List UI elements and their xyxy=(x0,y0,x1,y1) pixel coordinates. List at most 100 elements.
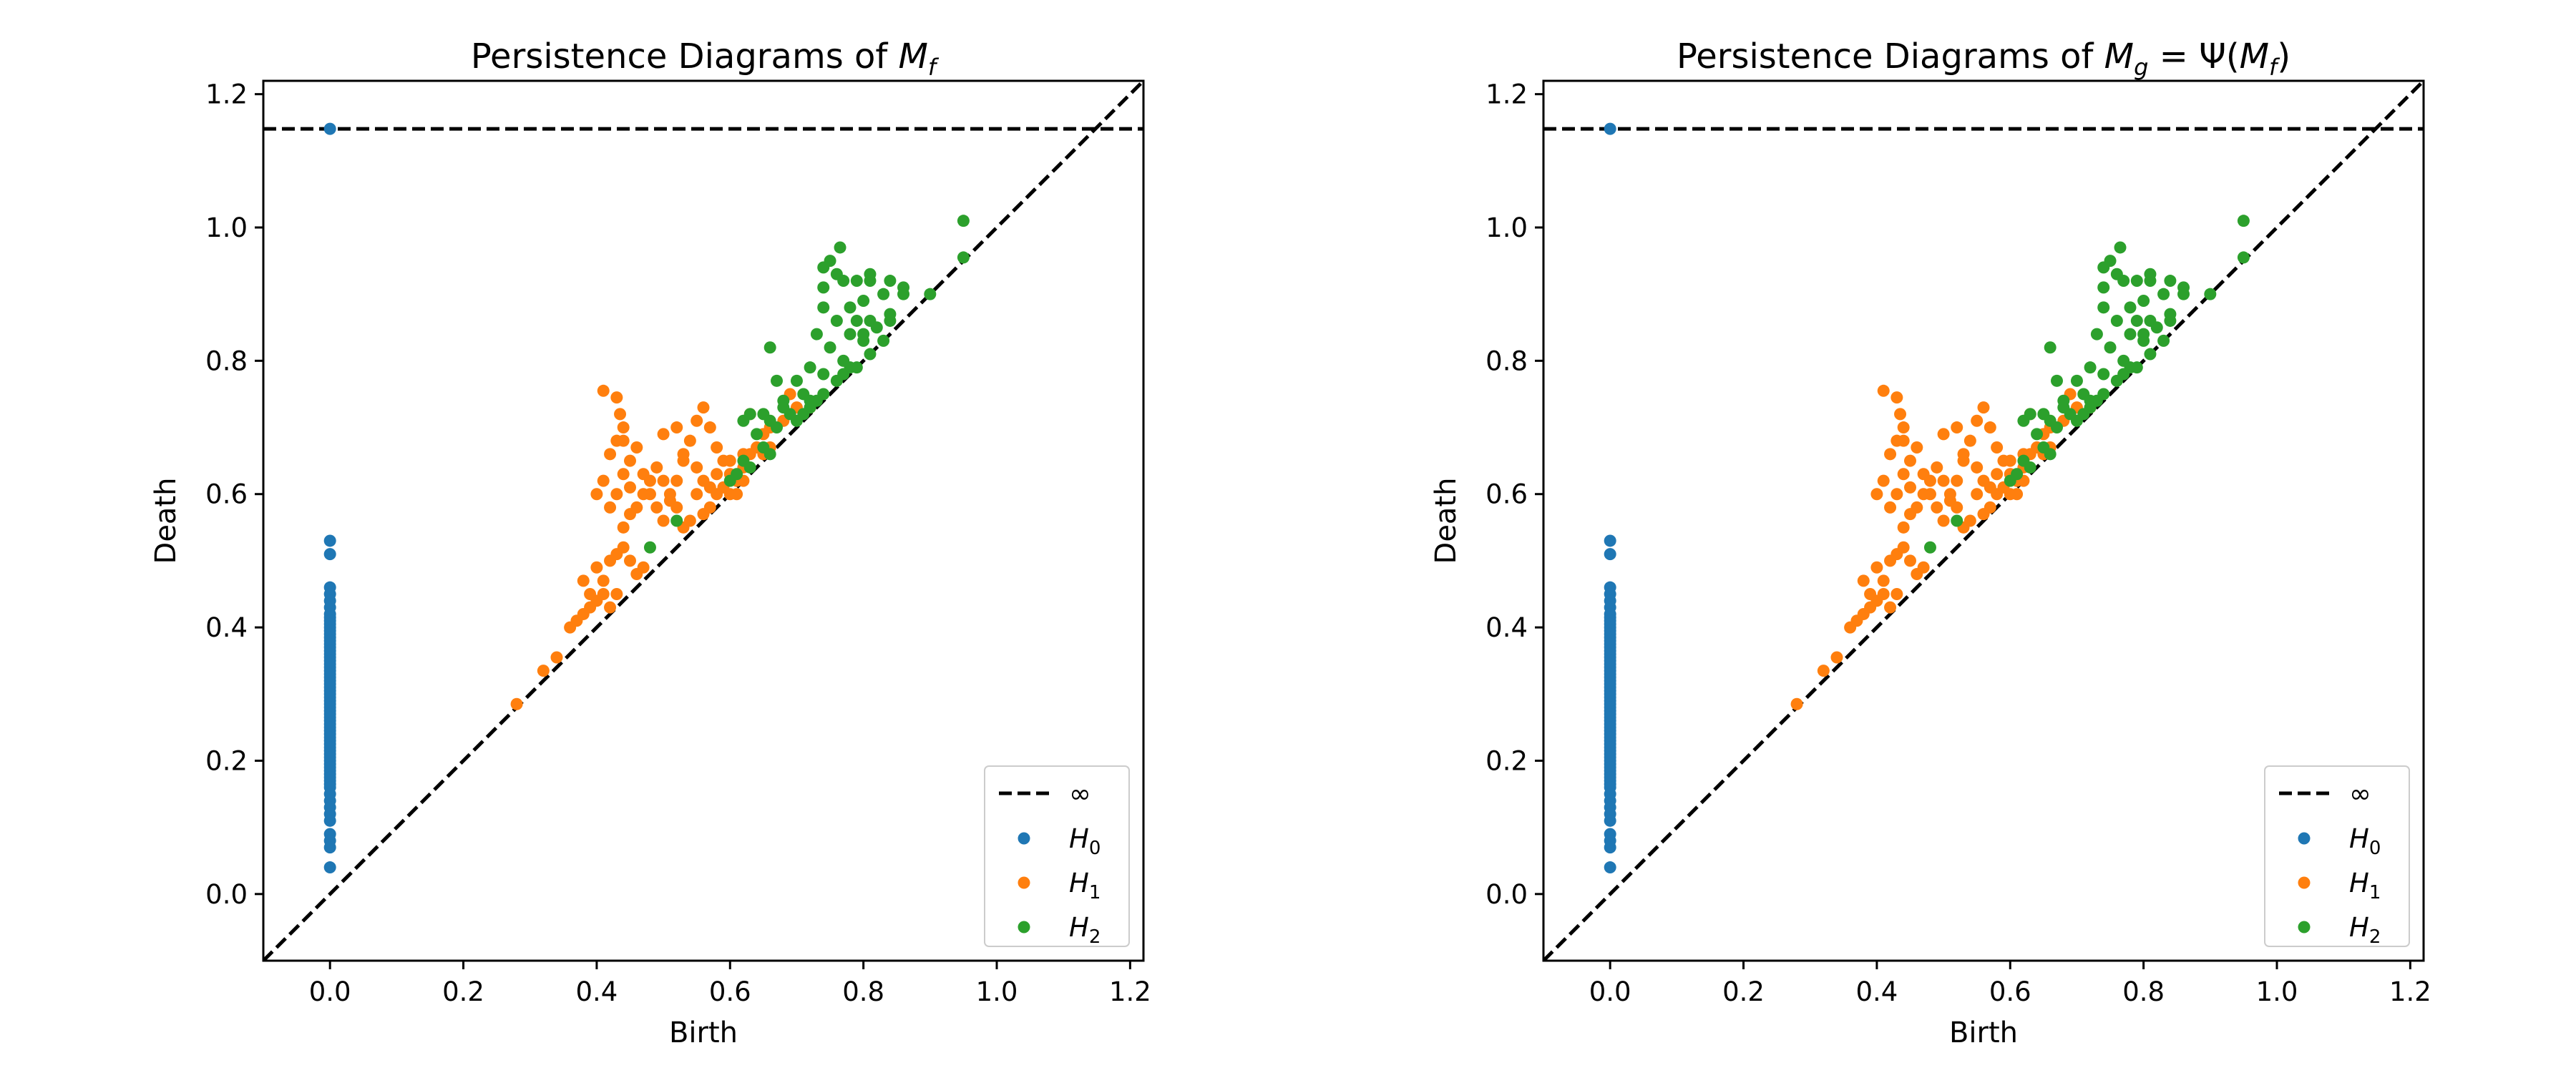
data-point xyxy=(2130,314,2143,327)
x-tick-label: 1.0 xyxy=(976,976,1018,1007)
data-point xyxy=(751,428,763,441)
data-point xyxy=(2090,328,2103,340)
data-point xyxy=(771,421,783,434)
data-point xyxy=(2104,255,2117,268)
y-tick-label: 1.0 xyxy=(205,212,248,243)
data-point xyxy=(1830,651,1843,664)
legend-frame xyxy=(984,765,1130,947)
data-point xyxy=(597,574,610,587)
data-point xyxy=(1923,541,1936,554)
data-point xyxy=(790,374,803,387)
legend-entry: H1 xyxy=(2349,868,2381,903)
data-point xyxy=(777,401,790,414)
y-axis-label: Death xyxy=(1430,478,1463,564)
y-tick-label: 0.4 xyxy=(1485,612,1528,643)
data-point xyxy=(2177,288,2190,300)
data-point xyxy=(2164,275,2177,288)
data-point xyxy=(2124,328,2137,340)
data-point xyxy=(677,448,690,461)
data-point xyxy=(2051,374,2063,387)
legend-entry: H0 xyxy=(1069,823,1101,859)
data-point xyxy=(624,481,636,494)
data-point xyxy=(2011,468,2024,481)
data-point xyxy=(804,361,816,374)
data-point xyxy=(1911,441,1923,454)
data-point xyxy=(323,122,336,135)
data-point xyxy=(824,341,836,354)
data-point xyxy=(1923,474,1936,487)
data-point xyxy=(624,554,636,567)
data-point xyxy=(1897,434,1910,447)
data-point xyxy=(2031,428,2044,441)
data-point xyxy=(590,561,603,574)
series-h2 xyxy=(1923,215,2250,554)
data-point xyxy=(1604,841,1616,854)
data-point xyxy=(763,341,776,354)
data-point xyxy=(577,574,590,587)
data-point xyxy=(870,321,883,334)
data-point xyxy=(2157,334,2170,347)
data-point xyxy=(1877,474,1890,487)
data-point xyxy=(1991,441,2004,454)
data-point xyxy=(1951,421,1963,434)
series-h2 xyxy=(643,215,970,554)
data-point xyxy=(2130,275,2143,288)
data-point xyxy=(844,328,857,340)
data-point xyxy=(2144,275,2157,288)
data-point xyxy=(1890,391,1903,404)
data-point xyxy=(884,275,897,288)
data-point xyxy=(1971,414,1984,427)
data-point xyxy=(2110,314,2123,327)
data-point xyxy=(1904,481,1916,494)
data-point xyxy=(850,314,863,327)
data-point xyxy=(637,488,650,501)
data-point xyxy=(1977,401,1990,414)
data-point xyxy=(691,488,703,501)
data-point xyxy=(1931,501,1943,514)
data-point xyxy=(884,308,897,320)
data-point xyxy=(2011,488,2024,501)
series-h1 xyxy=(510,384,816,710)
data-point xyxy=(2144,348,2157,361)
data-point xyxy=(837,275,850,288)
panel-title: Persistence Diagrams of Mg = Ψ(Mf) xyxy=(1677,36,2290,81)
data-point xyxy=(857,328,870,340)
data-point xyxy=(817,301,830,314)
data-point xyxy=(877,334,890,347)
data-point xyxy=(657,474,670,487)
data-point xyxy=(2104,341,2117,354)
data-point xyxy=(683,514,696,527)
y-tick-label: 0.6 xyxy=(205,479,248,510)
data-point xyxy=(510,697,523,710)
data-point xyxy=(1943,488,1956,501)
legend: ∞ H0 H1 H2 xyxy=(984,765,1130,948)
data-point xyxy=(604,601,617,614)
x-tick-label: 0.4 xyxy=(1855,976,1898,1007)
data-point xyxy=(1857,574,1870,587)
data-point xyxy=(1963,514,1976,527)
data-point xyxy=(670,474,683,487)
data-point xyxy=(683,434,696,447)
series-h0 xyxy=(1604,122,1616,874)
data-point xyxy=(1894,408,1907,421)
data-point xyxy=(723,454,736,467)
data-point xyxy=(1897,541,1910,554)
data-point xyxy=(323,841,336,854)
data-point xyxy=(763,448,776,461)
data-point xyxy=(1917,561,1930,574)
y-tick-label: 0.0 xyxy=(1485,879,1528,910)
data-point xyxy=(864,348,877,361)
data-point xyxy=(617,541,630,554)
data-point xyxy=(1937,428,1950,441)
y-tick-label: 1.2 xyxy=(1485,79,1528,110)
data-point xyxy=(2157,288,2170,300)
data-point xyxy=(1971,461,1984,474)
data-point xyxy=(731,468,743,481)
data-point xyxy=(957,251,970,264)
data-point xyxy=(1604,534,1616,547)
data-point xyxy=(614,408,627,421)
data-point xyxy=(2150,321,2163,334)
data-point xyxy=(2084,401,2097,414)
data-point xyxy=(1917,488,1930,501)
